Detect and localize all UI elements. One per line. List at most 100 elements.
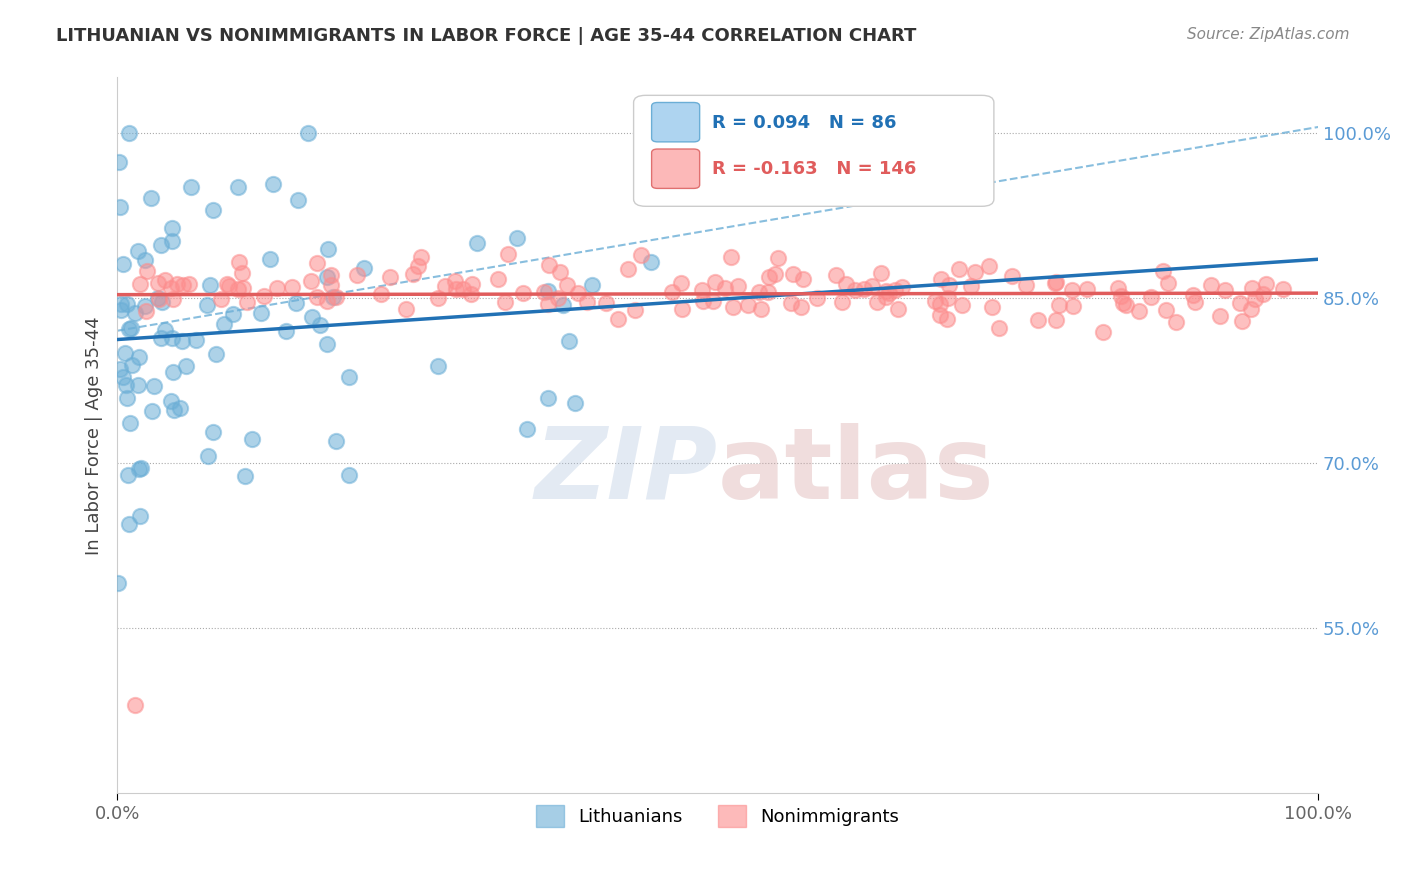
Nonimmigrants <box>576 295 599 310</box>
Nonimmigrants <box>790 300 813 314</box>
Nonimmigrants <box>758 285 780 299</box>
Lithuanians <box>108 361 131 376</box>
Nonimmigrants <box>555 278 578 293</box>
Lithuanians <box>186 333 208 347</box>
Lithuanians <box>308 318 330 333</box>
Nonimmigrants <box>1164 315 1187 329</box>
Lithuanians <box>284 296 307 310</box>
Nonimmigrants <box>1254 277 1277 291</box>
Nonimmigrants <box>301 274 323 288</box>
Lithuanians <box>118 126 141 140</box>
Lithuanians <box>465 236 488 251</box>
Lithuanians <box>201 202 224 217</box>
Nonimmigrants <box>748 285 770 300</box>
Text: Source: ZipAtlas.com: Source: ZipAtlas.com <box>1187 27 1350 42</box>
Nonimmigrants <box>547 291 569 305</box>
Nonimmigrants <box>884 283 907 297</box>
Nonimmigrants <box>792 272 814 286</box>
Legend: Lithuanians, Nonimmigrants: Lithuanians, Nonimmigrants <box>529 798 905 834</box>
Nonimmigrants <box>924 294 946 309</box>
Lithuanians <box>205 347 228 361</box>
Nonimmigrants <box>887 302 910 317</box>
Lithuanians <box>222 307 245 321</box>
Nonimmigrants <box>461 277 484 291</box>
Nonimmigrants <box>315 293 337 308</box>
Lithuanians <box>214 317 236 331</box>
Nonimmigrants <box>1076 281 1098 295</box>
Lithuanians <box>197 450 219 464</box>
Nonimmigrants <box>853 282 876 296</box>
Nonimmigrants <box>281 280 304 294</box>
Nonimmigrants <box>1244 292 1267 306</box>
Nonimmigrants <box>1062 299 1084 313</box>
Lithuanians <box>117 391 139 405</box>
Nonimmigrants <box>959 278 981 293</box>
Lithuanians <box>120 321 142 335</box>
Nonimmigrants <box>758 270 780 285</box>
Nonimmigrants <box>567 285 589 300</box>
Text: LITHUANIAN VS NONIMMIGRANTS IN LABOR FORCE | AGE 35-44 CORRELATION CHART: LITHUANIAN VS NONIMMIGRANTS IN LABOR FOR… <box>56 27 917 45</box>
Nonimmigrants <box>266 281 288 295</box>
Nonimmigrants <box>496 247 519 261</box>
Nonimmigrants <box>533 285 555 299</box>
Nonimmigrants <box>486 272 509 286</box>
Nonimmigrants <box>671 302 693 317</box>
Nonimmigrants <box>218 278 240 293</box>
Lithuanians <box>128 509 150 524</box>
Lithuanians <box>134 299 156 313</box>
Nonimmigrants <box>766 252 789 266</box>
Lithuanians <box>120 416 142 430</box>
Lithuanians <box>107 576 129 591</box>
Lithuanians <box>149 238 172 252</box>
Nonimmigrants <box>963 265 986 279</box>
Nonimmigrants <box>929 272 952 286</box>
Lithuanians <box>274 324 297 338</box>
Nonimmigrants <box>935 312 957 326</box>
Nonimmigrants <box>148 292 170 306</box>
Nonimmigrants <box>891 280 914 294</box>
Nonimmigrants <box>402 267 425 281</box>
Nonimmigrants <box>929 297 952 311</box>
Nonimmigrants <box>228 254 250 268</box>
Nonimmigrants <box>305 290 328 304</box>
Lithuanians <box>129 461 152 475</box>
Nonimmigrants <box>1182 287 1205 301</box>
Nonimmigrants <box>702 293 724 308</box>
Nonimmigrants <box>1108 281 1130 295</box>
Lithuanians <box>150 331 173 345</box>
Lithuanians <box>124 306 146 320</box>
Lithuanians <box>118 516 141 531</box>
Nonimmigrants <box>948 262 970 277</box>
Nonimmigrants <box>692 294 714 309</box>
Nonimmigrants <box>1154 303 1177 318</box>
Nonimmigrants <box>877 285 900 300</box>
Nonimmigrants <box>146 276 169 290</box>
Lithuanians <box>142 378 165 392</box>
Lithuanians <box>134 253 156 268</box>
Lithuanians <box>110 303 132 318</box>
Lithuanians <box>242 433 264 447</box>
Lithuanians <box>537 391 560 405</box>
Lithuanians <box>558 334 581 348</box>
Lithuanians <box>115 377 138 392</box>
Nonimmigrants <box>749 302 772 317</box>
Nonimmigrants <box>433 278 456 293</box>
Lithuanians <box>141 191 163 205</box>
Lithuanians <box>153 323 176 337</box>
Nonimmigrants <box>172 278 194 293</box>
Nonimmigrants <box>1271 282 1294 296</box>
Nonimmigrants <box>136 264 159 278</box>
Lithuanians <box>108 200 131 214</box>
Nonimmigrants <box>720 250 742 264</box>
Nonimmigrants <box>981 300 1004 314</box>
FancyBboxPatch shape <box>651 149 700 188</box>
Nonimmigrants <box>135 304 157 318</box>
Lithuanians <box>353 261 375 276</box>
Nonimmigrants <box>319 268 342 283</box>
Text: R = 0.094   N = 86: R = 0.094 N = 86 <box>711 113 896 131</box>
Nonimmigrants <box>938 278 960 293</box>
Nonimmigrants <box>714 281 737 295</box>
Nonimmigrants <box>1115 298 1137 312</box>
Lithuanians <box>160 234 183 248</box>
Lithuanians <box>127 244 149 259</box>
